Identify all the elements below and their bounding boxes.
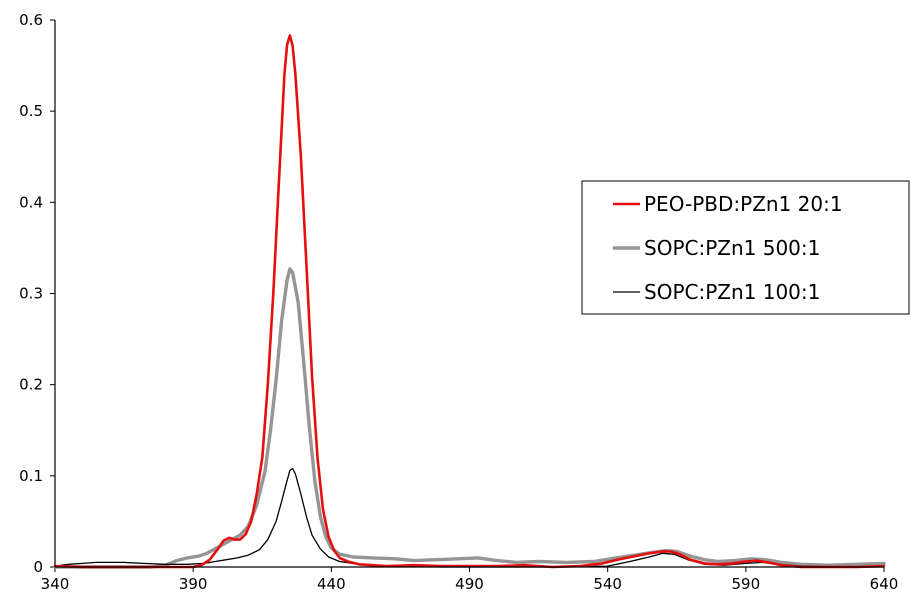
- legend-label-1: PEO-PBD:PZn1 20:1: [644, 192, 843, 216]
- y-tick-label: 0.1: [19, 467, 43, 485]
- x-tick-label: 490: [455, 575, 484, 593]
- series-line-1: [53, 34, 886, 569]
- y-tick-label: 0.6: [19, 11, 43, 29]
- legend-label-3: SOPC:PZn1 100:1: [644, 280, 820, 304]
- y-tick-label: 0.3: [19, 285, 43, 303]
- legend: PEO-PBD:PZn1 20:1 SOPC:PZn1 500:1 SOPC:PZn…: [581, 180, 910, 315]
- x-axis-ticks: 340 390 440 490 540 590 640: [41, 567, 899, 593]
- y-tick-label: 0.5: [19, 102, 43, 120]
- legend-label-2: SOPC:PZn1 500:1: [644, 236, 820, 260]
- x-tick-label: 640: [870, 575, 899, 593]
- x-tick-label: 540: [593, 575, 622, 593]
- y-tick-label: 0.2: [19, 376, 43, 394]
- series-line-2: [53, 267, 886, 569]
- x-tick-label: 340: [41, 575, 70, 593]
- y-axis-ticks: 0 0.1 0.2 0.3 0.4 0.5 0.6: [19, 11, 55, 576]
- x-tick-label: 390: [179, 575, 208, 593]
- y-tick-label: 0.4: [19, 193, 43, 211]
- plot-series: [53, 34, 886, 569]
- y-tick-label: 0: [33, 558, 43, 576]
- x-tick-label: 590: [732, 575, 761, 593]
- x-tick-label: 440: [317, 575, 346, 593]
- series-line-3: [54, 467, 885, 568]
